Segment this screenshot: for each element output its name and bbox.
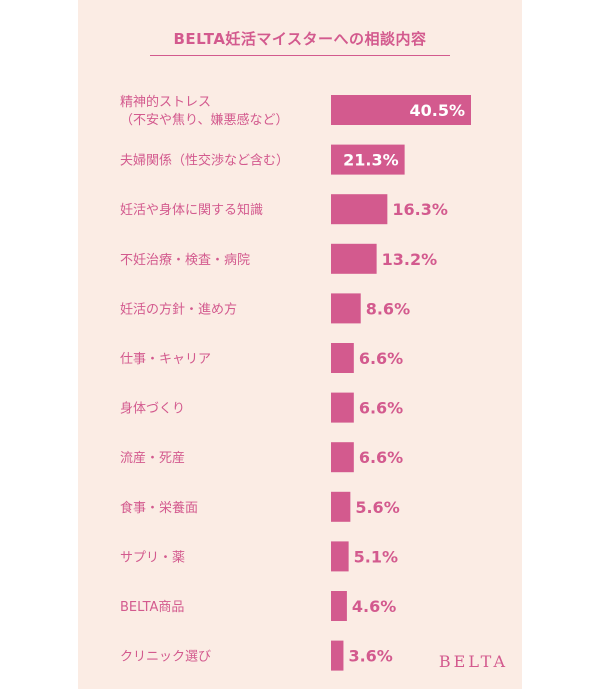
brand-logo: BELTA (438, 652, 508, 671)
bar-10 (331, 591, 347, 621)
bar-6 (331, 392, 354, 423)
title-underline (150, 55, 450, 56)
bar-1 (331, 144, 405, 175)
bar-4 (331, 293, 361, 324)
chart-title: BELTA妊活マイスターへの相談内容 (173, 30, 427, 48)
category-label-7: 流産・死産 (120, 450, 185, 466)
category-label-8: 食事・栄養面 (120, 500, 198, 516)
value-label-10: 4.6% (352, 597, 396, 616)
category-label-6: 身体づくり (120, 401, 185, 417)
value-label-8: 5.6% (355, 498, 399, 517)
bar-3 (331, 243, 377, 274)
bar-0 (331, 95, 471, 125)
bar-8 (331, 491, 351, 522)
category-label-10: BELTA商品 (120, 600, 184, 615)
value-label-0: 40.5% (409, 101, 465, 120)
bar-11 (331, 640, 344, 671)
value-label-7: 6.6% (359, 448, 403, 467)
bar-2 (331, 194, 388, 225)
chart-card: BELTA妊活マイスターへの相談内容 精神的ストレス（不安や焦り、嫌悪感など） 4… (78, 0, 522, 689)
value-label-9: 5.1% (354, 547, 398, 566)
value-label-1: 21.3% (343, 151, 399, 170)
category-label-9: サプリ・薬 (120, 550, 185, 565)
value-label-4: 8.6% (366, 299, 410, 318)
bar-5 (331, 343, 354, 373)
value-label-6: 6.6% (359, 399, 403, 418)
bar-9 (331, 541, 349, 572)
category-label-4: 妊活の方針・進め方 (120, 301, 237, 317)
category-label-3: 不妊治療・検査・病院 (120, 253, 250, 268)
value-label-11: 3.6% (348, 647, 392, 666)
category-label-5: 仕事・キャリア (120, 352, 211, 367)
category-label-1: 夫婦関係（性交渉など含む） (120, 153, 289, 169)
bar-7 (331, 442, 354, 473)
value-label-2: 16.3% (392, 200, 448, 219)
category-label-2: 妊活や身体に関する知識 (120, 202, 263, 218)
category-label-11: クリニック選び (120, 650, 211, 665)
value-label-5: 6.6% (359, 349, 403, 368)
value-label-3: 13.2% (382, 250, 438, 269)
bar-chart: 精神的ストレス（不安や焦り、嫌悪感など） 40.5% 夫婦関係（性交渉など含む） 21… (120, 94, 471, 671)
category-label-0: 精神的ストレス（不安や焦り、嫌悪感など） (120, 94, 288, 128)
